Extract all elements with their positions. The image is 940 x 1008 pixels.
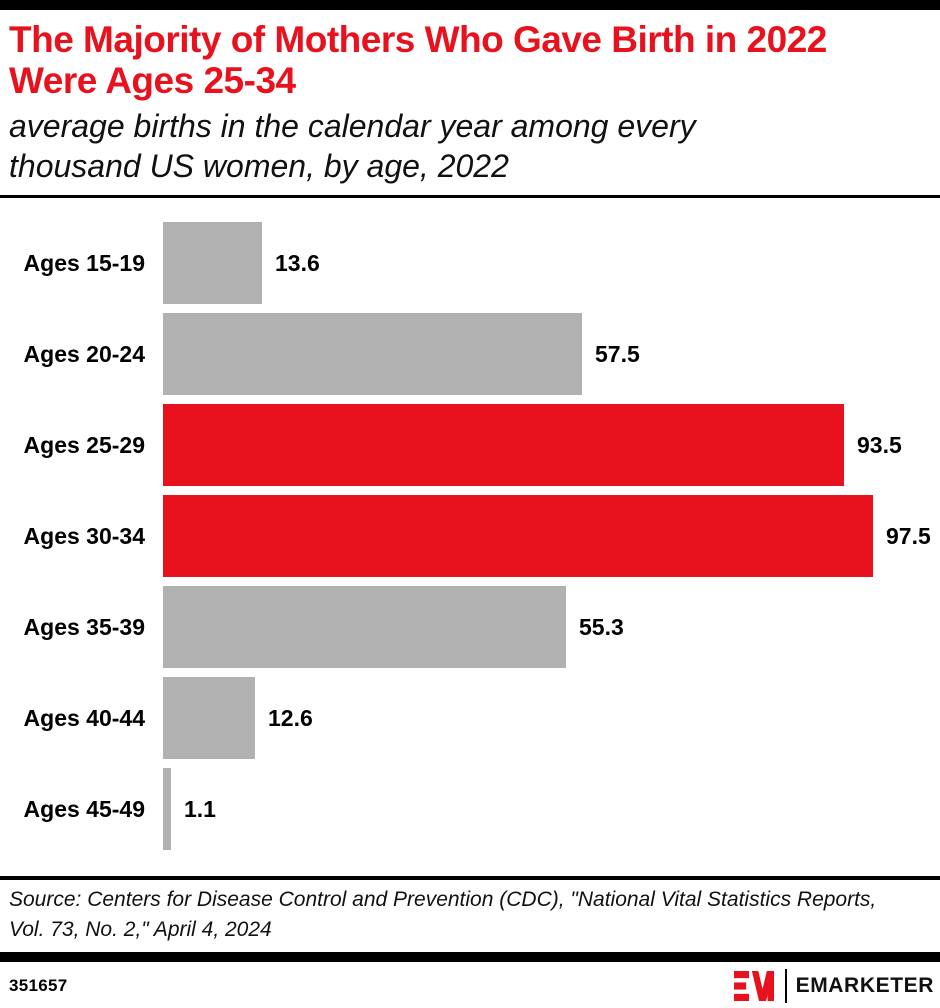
chart-subtitle: average births in the calendar year amon… <box>9 108 696 184</box>
footer: 351657 EMARKETER <box>0 962 940 1008</box>
category-label: Ages 20-24 <box>23 340 145 367</box>
em-logo-icon <box>733 971 774 1001</box>
bar <box>163 495 873 577</box>
bar-row: Ages 20-24 57.5 <box>0 313 940 395</box>
chart-id: 351657 <box>9 976 68 995</box>
bar-row: Ages 25-29 93.5 <box>0 404 940 486</box>
bar <box>163 586 566 668</box>
category-label: Ages 45-49 <box>23 795 145 822</box>
emarketer-wordmark: EMARKETER <box>795 974 934 997</box>
footer-divider <box>0 952 940 962</box>
bar-track: 12.6 <box>163 677 940 759</box>
value-label: 13.6 <box>275 249 320 276</box>
bar-track: 55.3 <box>163 586 940 668</box>
emarketer-logo: EMARKETER <box>732 969 934 1003</box>
bar-track: 57.5 <box>163 313 940 395</box>
bar-row: Ages 30-34 97.5 <box>0 495 940 577</box>
bar <box>163 768 171 850</box>
source-divider <box>0 876 940 880</box>
bar-track: 97.5 <box>163 495 940 577</box>
bar-row: Ages 15-19 13.6 <box>0 222 940 304</box>
logo-divider <box>784 969 787 1003</box>
bar-track: 93.5 <box>163 404 940 486</box>
source-note: Source: Centers for Disease Control and … <box>9 888 877 941</box>
value-label: 55.3 <box>579 613 624 640</box>
bar <box>163 222 262 304</box>
bar-chart: Ages 15-19 13.6 Ages 20-24 57.5 Ages 25-… <box>0 198 940 876</box>
chart-header: The Majority of Mothers Who Gave Birth i… <box>0 10 940 186</box>
bar-row: Ages 45-49 1.1 <box>0 768 940 850</box>
bar <box>163 677 255 759</box>
value-label: 93.5 <box>857 431 902 458</box>
category-label: Ages 25-29 <box>23 431 145 458</box>
header-divider <box>0 195 940 198</box>
value-label: 1.1 <box>184 795 216 822</box>
bar <box>163 404 844 486</box>
category-label: Ages 15-19 <box>23 249 145 276</box>
category-label: Ages 35-39 <box>23 613 145 640</box>
top-border-bar <box>0 0 940 10</box>
category-label: Ages 30-34 <box>23 522 145 549</box>
chart-title: The Majority of Mothers Who Gave Birth i… <box>9 19 827 101</box>
value-label: 97.5 <box>886 522 931 549</box>
bar-row: Ages 35-39 55.3 <box>0 586 940 668</box>
bar-row: Ages 40-44 12.6 <box>0 677 940 759</box>
bar-track: 13.6 <box>163 222 940 304</box>
value-label: 57.5 <box>595 340 640 367</box>
bar-track: 1.1 <box>163 768 940 850</box>
bar <box>163 313 582 395</box>
value-label: 12.6 <box>268 704 313 731</box>
category-label: Ages 40-44 <box>23 704 145 731</box>
